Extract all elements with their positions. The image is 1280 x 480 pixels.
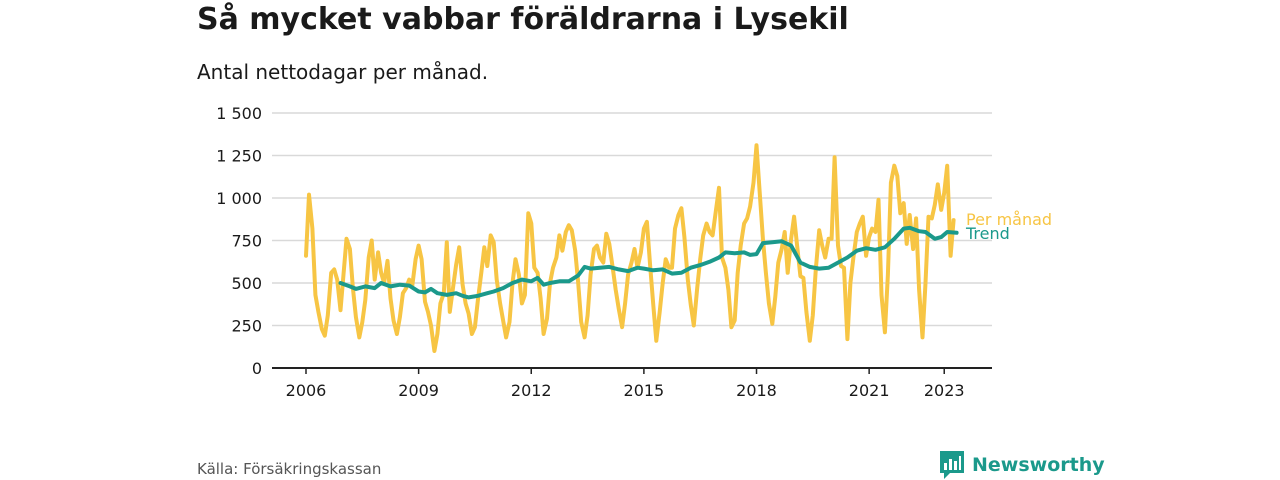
x-tick-label: 2006 xyxy=(286,381,327,400)
brand-logo: Newsworthy xyxy=(940,451,1105,479)
line-chart: 0 250 500 750 1 000 1 250 1 500 2006 2009 2012 201… xyxy=(216,104,1052,400)
chart-subtitle: Antal nettodagar per månad. xyxy=(197,60,489,84)
x-tick-label: 2018 xyxy=(736,381,777,400)
y-tick-label: 1 000 xyxy=(216,189,262,208)
newsworthy-logo-icon xyxy=(940,451,964,479)
x-tick-label: 2012 xyxy=(511,381,552,400)
legend-label-per-manad: Per månad xyxy=(966,210,1052,229)
chart-title: Så mycket vabbar föräldrarna i Lysekil xyxy=(197,2,849,37)
brand-name: Newsworthy xyxy=(972,454,1105,476)
y-tick-label: 250 xyxy=(231,317,262,336)
y-tick-label: 0 xyxy=(252,359,262,378)
x-tick-label: 2021 xyxy=(849,381,890,400)
y-tick-label: 1 250 xyxy=(216,147,262,166)
series-line-per-manad xyxy=(304,143,956,353)
y-tick-label: 1 500 xyxy=(216,104,262,123)
legend-label-trend: Trend xyxy=(965,224,1010,243)
x-tick-label: 2015 xyxy=(624,381,665,400)
y-tick-label: 750 xyxy=(231,232,262,251)
x-tick-label: 2023 xyxy=(924,381,965,400)
series-line-trend xyxy=(338,225,959,300)
x-tick-label: 2009 xyxy=(398,381,439,400)
source-note: Källa: Försäkringskassan xyxy=(197,460,382,478)
y-tick-label: 500 xyxy=(231,274,262,293)
